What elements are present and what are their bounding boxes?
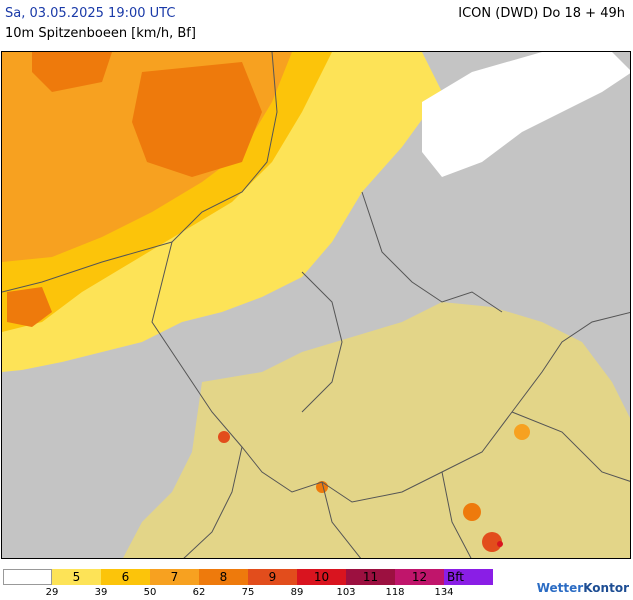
- legend-swatch: 9: [248, 569, 297, 585]
- logo-text-wetter: Wetter: [536, 581, 584, 595]
- gust-spot-10: [497, 541, 503, 547]
- legend-swatch: 11: [346, 569, 395, 585]
- gust-spot-9: [218, 431, 230, 443]
- gust-spot-9: [482, 532, 502, 552]
- gust-zone-8: [132, 62, 262, 177]
- country-border: [301, 271, 343, 413]
- wetterkontor-logo[interactable]: WetterKontor: [537, 581, 629, 595]
- legend-swatch: 10: [297, 569, 346, 585]
- gust-zone-8: [7, 287, 52, 327]
- country-border: [361, 191, 503, 313]
- gust-zone-5: [123, 302, 630, 558]
- legend-swatch: 7: [150, 569, 199, 585]
- legend-tick: 39: [94, 587, 108, 598]
- gust-spot-8: [514, 424, 530, 440]
- legend-swatch: 12: [395, 569, 444, 585]
- legend-tick: 103: [336, 587, 356, 598]
- gust-spot-8: [463, 503, 481, 521]
- map-canvas: [2, 52, 630, 558]
- legend-tick: 75: [241, 587, 255, 598]
- parameter-title: 10m Spitzenboeen [km/h, Bf]: [5, 26, 196, 41]
- country-border: [511, 411, 630, 482]
- legend-swatch: Bft: [444, 569, 493, 585]
- legend-tick: 62: [192, 587, 206, 598]
- country-border: [151, 52, 630, 503]
- legend-tick: 134: [434, 587, 454, 598]
- country-border: [441, 471, 472, 558]
- legend-tick: 89: [290, 587, 304, 598]
- logo-text-kontor: Kontor: [583, 581, 629, 595]
- legend-tick: 118: [385, 587, 405, 598]
- legend-swatch: 8: [199, 569, 248, 585]
- wind-gust-map: [1, 51, 631, 559]
- legend-swatch: 6: [101, 569, 150, 585]
- model-run-label: ICON (DWD) Do 18 + 49h: [458, 6, 625, 21]
- forecast-valid-time: Sa, 03.05.2025 19:00 UTC: [5, 6, 176, 21]
- country-border: [183, 446, 243, 558]
- legend-tick: 50: [143, 587, 157, 598]
- legend-tick: 29: [45, 587, 59, 598]
- color-legend: 5 6 7 8 9 10 11 12 Bft: [3, 569, 498, 585]
- legend-swatch: 5: [52, 569, 101, 585]
- country-border: [2, 241, 173, 293]
- gust-zone-8: [32, 52, 112, 92]
- gust-zone-white: [422, 52, 630, 177]
- legend-swatch: [3, 569, 52, 585]
- country-border: [321, 481, 362, 558]
